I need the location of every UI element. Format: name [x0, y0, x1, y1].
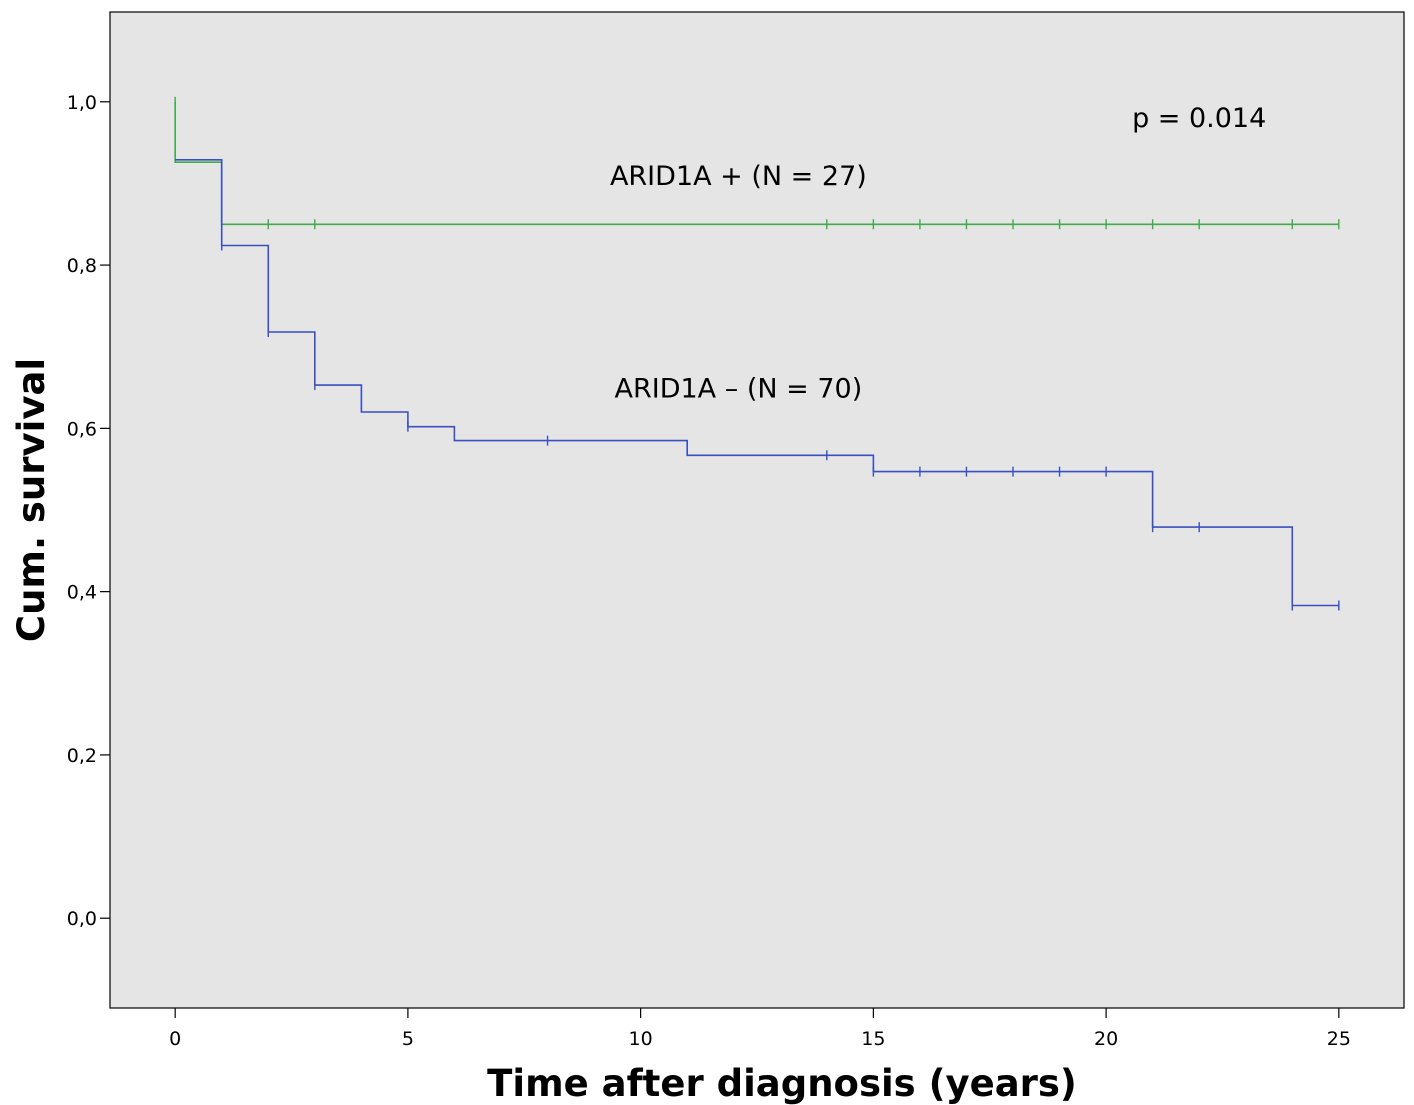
x-tick-label-0: 0	[169, 1028, 181, 1050]
series-1-line	[175, 159, 1339, 607]
annotation-1: ARID1A + (N = 27)	[610, 161, 867, 192]
x-tick-label-1: 5	[402, 1028, 414, 1050]
y-tick-label-2: 0,4	[67, 582, 97, 604]
plot-area	[109, 11, 1405, 1009]
annotation-layer: p = 0.014 ARID1A + (N = 27) ARID1A – (N = …	[610, 103, 1266, 404]
x-tick-label-5: 25	[1327, 1028, 1351, 1050]
y-axis-title: Cum. survival	[10, 358, 53, 642]
x-tick-label-4: 20	[1094, 1028, 1118, 1050]
series-layer	[174, 96, 1340, 611]
x-axis-title: Time after diagnosis (years)	[487, 1062, 1077, 1105]
x-tick-label-2: 10	[629, 1028, 653, 1050]
y-tick-label-4: 0,8	[67, 255, 97, 277]
y-axis: 0,0 0,2 0,4 0,6 0,8 1,0	[67, 92, 110, 930]
annotation-0: p = 0.014	[1132, 103, 1266, 134]
x-tick-label-3: 15	[861, 1028, 885, 1050]
series-1	[175, 159, 1340, 611]
y-tick-label-3: 0,6	[67, 418, 97, 440]
y-tick-label-0: 0,0	[67, 908, 97, 930]
annotation-2: ARID1A – (N = 70)	[615, 373, 863, 404]
x-axis: 0 5 10 15 20 25	[169, 1008, 1351, 1050]
y-tick-label-1: 0,2	[67, 745, 97, 767]
y-tick-label-5: 1,0	[67, 92, 97, 114]
